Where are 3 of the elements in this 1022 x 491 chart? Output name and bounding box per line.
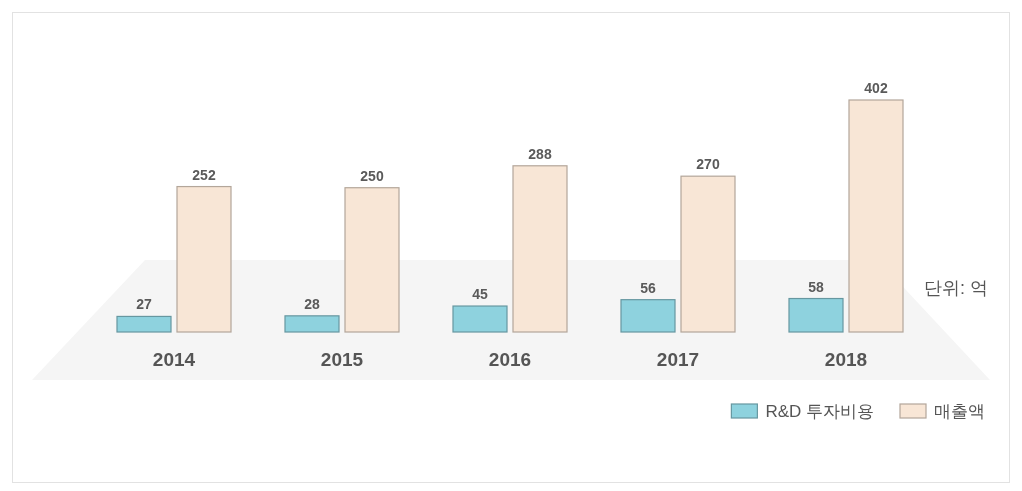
legend-label: 매출액 (934, 402, 985, 421)
legend-label: R&D 투자비용 (765, 402, 874, 421)
annotation: 단위: 억 (924, 278, 988, 298)
